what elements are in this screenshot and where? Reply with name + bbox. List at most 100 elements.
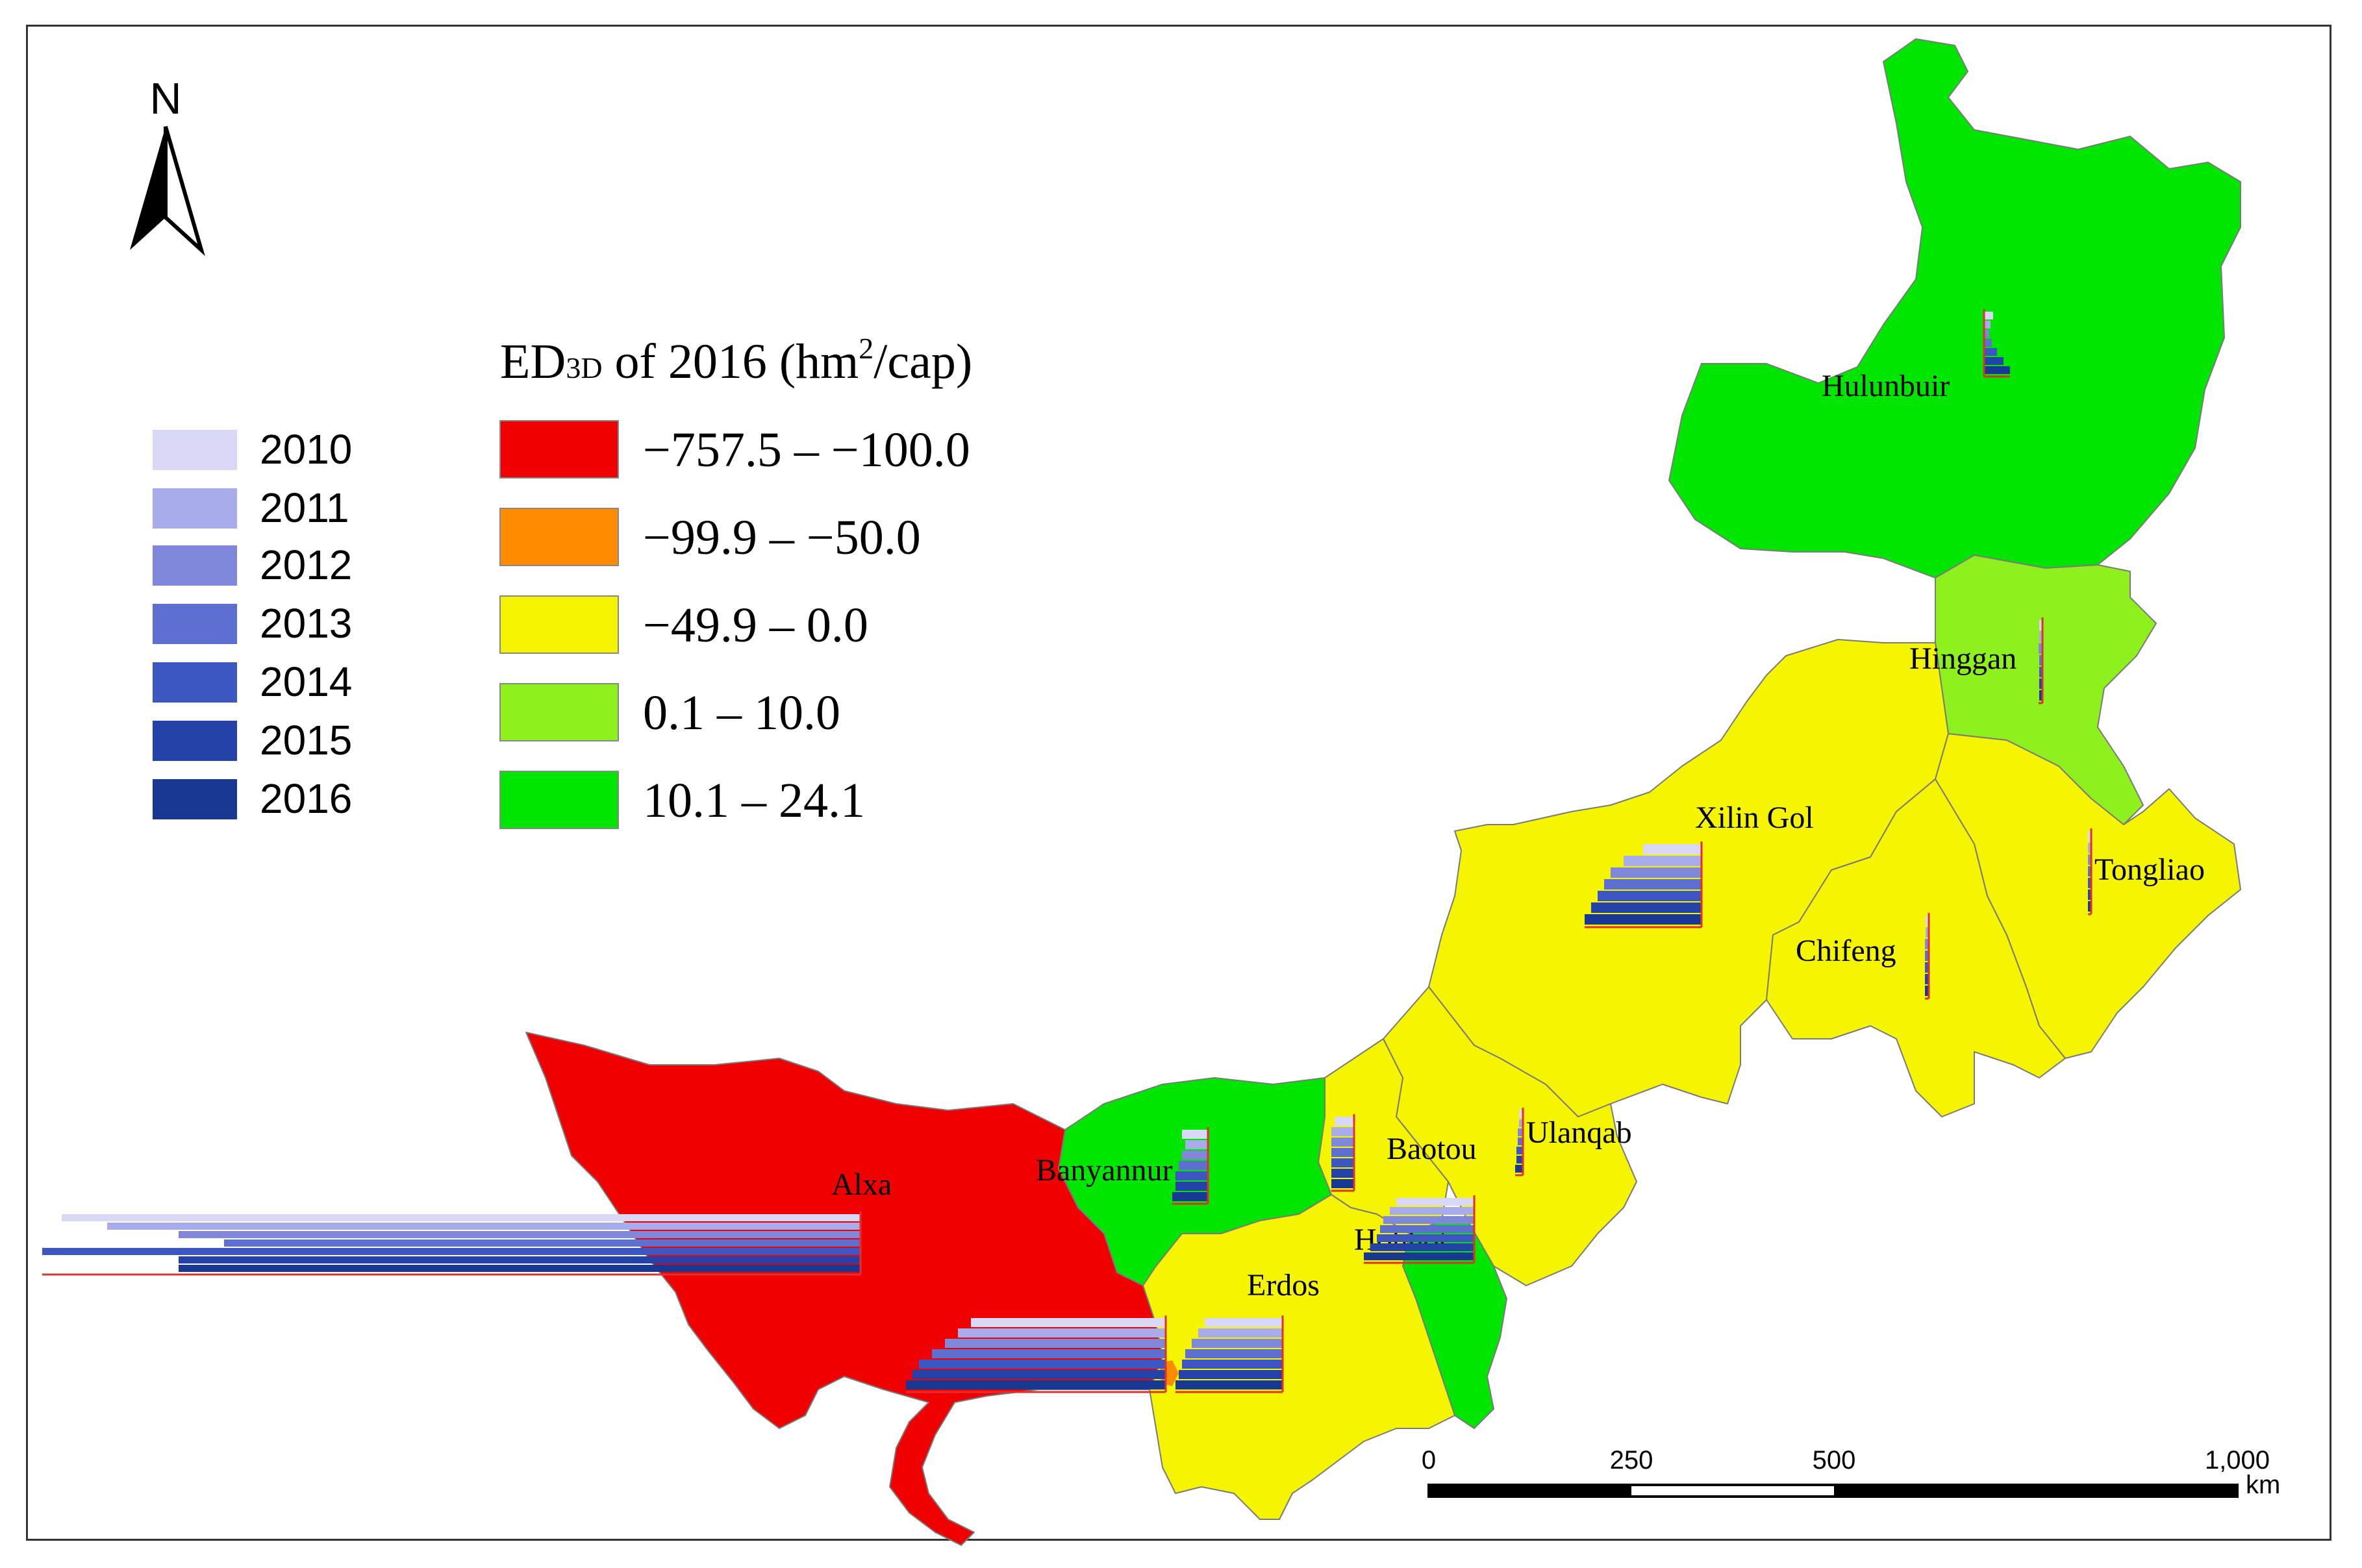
region-year-bar-stack xyxy=(1983,309,2010,378)
label-xilingol: Xilin Gol xyxy=(1695,801,1814,835)
region-year-bar-stack xyxy=(42,1212,862,1276)
class-legend-entry: −99.9 – −50.0 xyxy=(499,508,921,566)
region-year-bar xyxy=(2088,831,2091,841)
class-legend-label: 0.1 – 10.0 xyxy=(643,686,840,740)
label-chifeng: Chifeng xyxy=(1796,934,1896,968)
region-year-bar xyxy=(2039,655,2042,666)
region-year-bar xyxy=(912,1370,1166,1379)
region-year-bar xyxy=(1585,914,1702,925)
region-year-bar xyxy=(2039,643,2042,654)
region-year-bar xyxy=(2088,878,2091,888)
region-year-bar xyxy=(1182,1360,1283,1369)
region-year-bar xyxy=(1370,1243,1474,1251)
region-year-bar xyxy=(1205,1318,1283,1327)
region-year-bar xyxy=(1518,1138,1523,1145)
region-year-bar xyxy=(1331,1158,1354,1167)
region-year-bar xyxy=(179,1231,861,1238)
region-year-bar xyxy=(1984,312,1993,319)
year-legend-entry: 2010 xyxy=(153,426,352,473)
region-year-bar xyxy=(1591,902,1702,913)
region-year-bar xyxy=(1611,867,1702,878)
year-legend-label: 2014 xyxy=(260,658,352,705)
year-legend-entry: 2011 xyxy=(153,484,349,531)
region-year-bar xyxy=(1331,1138,1354,1147)
year-legend-entry: 2015 xyxy=(153,717,352,764)
region-year-bar-stack xyxy=(1925,913,1930,1000)
region-year-bar xyxy=(1175,1182,1208,1191)
region-erdos xyxy=(1142,1194,1455,1520)
region-year-bar xyxy=(1925,962,1929,973)
region-year-bar xyxy=(1515,1165,1523,1173)
region-year-bar xyxy=(2039,632,2042,642)
region-year-bar xyxy=(1604,879,1702,890)
region-year-bar xyxy=(2039,678,2042,689)
year-legend: 2010 2011 2012 2013 2014 2015 2016 xyxy=(153,426,352,822)
region-year-bar xyxy=(958,1328,1166,1338)
region-year-bar xyxy=(1925,974,1929,984)
region-year-bar xyxy=(1331,1148,1354,1157)
region-year-bar xyxy=(2088,854,2091,865)
region-bar-charts xyxy=(42,309,2092,1393)
region-year-bar-stack xyxy=(1515,1108,1524,1176)
year-legend-entry: 2014 xyxy=(153,658,352,705)
region-year-bar xyxy=(1182,1151,1208,1160)
region-year-bar xyxy=(1984,366,2010,374)
north-arrow-label: N xyxy=(149,74,181,123)
region-year-bar xyxy=(1984,357,2004,365)
label-baotou: Baotou xyxy=(1387,1132,1477,1166)
class-legend: ED3D of 2016 (hm2/cap) −757.5 – −100.0 −… xyxy=(499,332,972,829)
year-legend-label: 2012 xyxy=(260,541,352,588)
region-year-bar xyxy=(1396,1198,1474,1206)
region-year-bar-stack xyxy=(2039,617,2044,704)
region-year-bar-stack xyxy=(1585,841,1703,928)
region-year-bar xyxy=(1598,891,1702,901)
region-year-bar-stack xyxy=(2088,828,2092,915)
region-year-bar xyxy=(1380,1225,1474,1233)
year-legend-label: 2013 xyxy=(260,600,352,647)
region-year-bar-stack xyxy=(1172,1127,1209,1205)
year-legend-entry: 2012 xyxy=(153,541,352,588)
region-year-bar xyxy=(945,1339,1166,1348)
region-year-bar xyxy=(1926,927,1929,938)
label-tongliao: Tongliao xyxy=(2094,852,2205,887)
region-year-bar xyxy=(1179,1370,1283,1379)
class-legend-label: 10.1 – 24.1 xyxy=(643,773,865,828)
region-year-bar-stack xyxy=(906,1315,1167,1393)
region-year-bar xyxy=(1925,951,1929,961)
scale-tick-label: 1,000 xyxy=(2205,1446,2270,1475)
label-hulunbuir: Hulunbuir xyxy=(1822,369,1950,403)
region-year-bar xyxy=(1175,1380,1283,1389)
region-year-bar xyxy=(1364,1252,1474,1260)
scale-unit-label: km xyxy=(2246,1471,2280,1499)
region-year-bar xyxy=(1926,915,1929,926)
region-year-bar xyxy=(1331,1179,1354,1188)
region-year-bar xyxy=(1519,1119,1523,1127)
region-year-bar xyxy=(1185,1140,1208,1149)
region-year-bar xyxy=(1182,1130,1208,1139)
label-erdos: Erdos xyxy=(1247,1268,1320,1302)
class-legend-entry: −757.5 – −100.0 xyxy=(499,420,970,479)
region-year-bar xyxy=(179,1256,861,1263)
region-year-bar xyxy=(1331,1169,1354,1178)
region-year-bar xyxy=(1198,1328,1283,1338)
scale-tick-label: 500 xyxy=(1813,1446,1856,1475)
region-year-bar xyxy=(1516,1156,1523,1164)
year-legend-entry: 2013 xyxy=(153,600,352,647)
region-year-bar xyxy=(2039,667,2042,677)
region-year-bar xyxy=(1172,1192,1208,1201)
region-year-bar xyxy=(179,1265,861,1272)
class-legend-title: ED3D of 2016 (hm2/cap) xyxy=(500,332,972,389)
region-chifeng xyxy=(1766,778,2066,1117)
year-legend-entry: 2016 xyxy=(153,775,352,822)
scale-tick-label: 0 xyxy=(1422,1446,1436,1475)
region-year-bar xyxy=(1518,1128,1523,1136)
region-year-bar xyxy=(2088,890,2091,900)
region-hulunbuir xyxy=(1668,38,2241,579)
region-year-bar-stack xyxy=(1364,1195,1476,1264)
region-year-bar xyxy=(1179,1161,1208,1170)
region-year-bar xyxy=(1643,844,1702,854)
region-year-bar xyxy=(1624,856,1702,866)
region-year-bar xyxy=(2039,620,2042,630)
region-year-bar xyxy=(1390,1207,1474,1215)
year-legend-label: 2016 xyxy=(260,775,352,822)
